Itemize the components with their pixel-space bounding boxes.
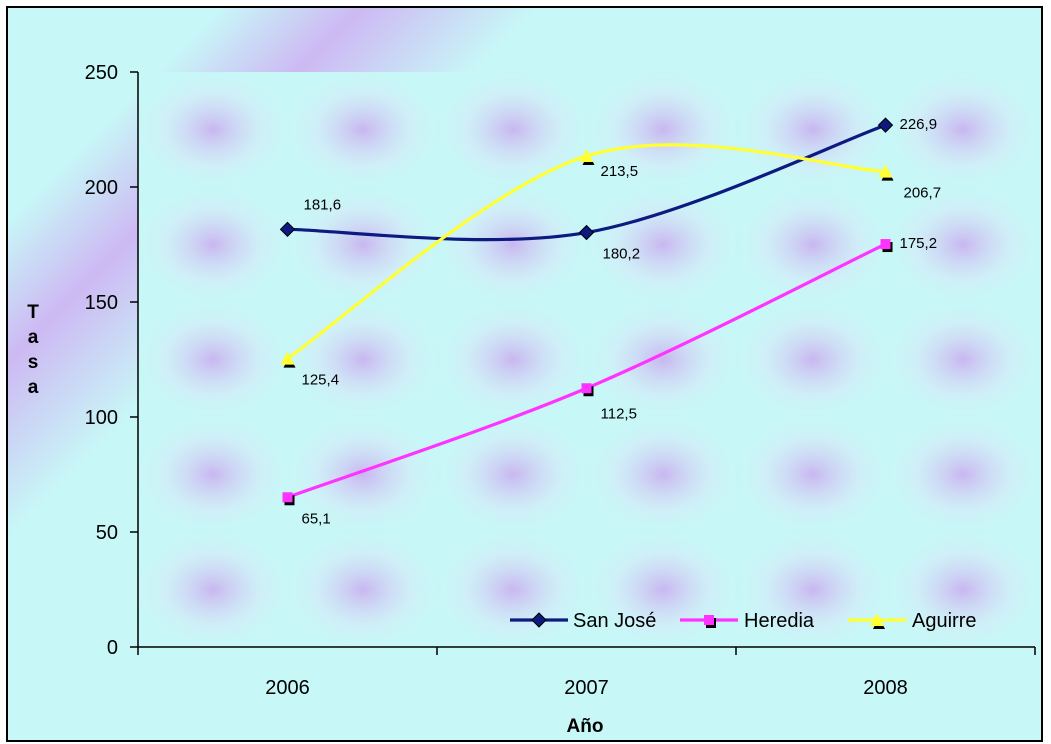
data-label: 181,6 [304,196,342,213]
legend: San José Heredia Aguirre [510,610,976,632]
data-marker [579,148,594,162]
x-tick-label: 2008 [863,677,908,699]
data-marker [282,492,293,503]
legend-label: Aguirre [912,610,976,632]
data-label: 180,2 [603,246,641,263]
data-marker [878,164,893,178]
y-tick-label: 100 [85,407,118,429]
legend-marker [531,612,547,628]
data-label: 175,2 [900,235,938,252]
legend-marker [870,613,884,626]
data-marker [581,383,592,394]
data-marker [877,117,894,133]
x-axis-title: Año [567,716,604,737]
data-labels: 181,6 180,2 226,9 65,1 112,5 175,2 125,4 213,5 2… [302,116,942,527]
y-tick-label: 50 [96,522,118,544]
y-tick-label: 250 [85,62,118,84]
legend-label: San José [573,610,656,632]
data-marker [280,351,295,365]
data-label: 206,7 [904,185,942,202]
data-marker [279,221,296,238]
y-tick-label: 0 [107,637,118,659]
data-label: 125,4 [302,372,340,389]
legend-label: Heredia [744,610,815,632]
data-marker [578,224,595,241]
y-tick-label: 200 [85,177,118,199]
data-marker [880,239,891,250]
data-label: 65,1 [302,510,331,527]
x-tick-label: 2006 [265,677,310,699]
y-tick-label: 150 [85,292,118,314]
x-axis: 2006 2007 2008 [137,646,1036,699]
x-tick-label: 2007 [564,677,609,699]
series-markers [279,117,894,506]
legend-marker [704,615,714,625]
data-label: 112,5 [601,405,637,422]
data-label: 226,9 [900,116,938,133]
data-label: 213,5 [601,163,639,180]
y-axis: 0 50 100 150 200 250 [85,62,139,659]
